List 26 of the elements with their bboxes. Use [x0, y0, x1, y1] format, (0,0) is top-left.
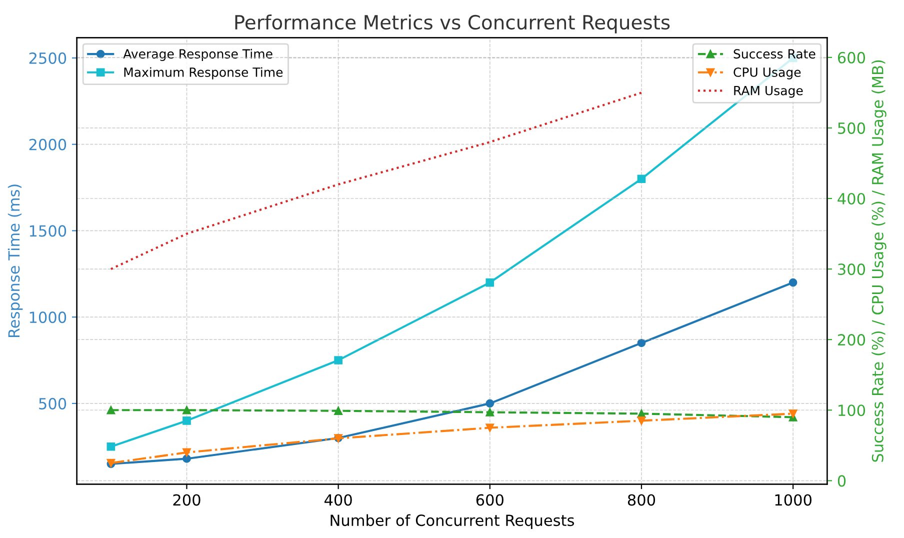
y2-tick-label: 0	[838, 475, 846, 487]
y2-tick-label: 400	[838, 192, 866, 205]
y2-tick-label: 300	[838, 264, 866, 276]
y-tick-label: 2000	[29, 138, 66, 150]
y2-tick-label: 600	[838, 52, 866, 64]
y2-tick-label: 200	[838, 334, 866, 346]
y2-tick-label: 100	[838, 404, 866, 416]
y-tick-label: 1500	[30, 225, 66, 237]
x-axis-title: Number of Concurrent Requests	[330, 514, 574, 530]
x-tick-label: 1000	[775, 494, 812, 506]
legend-label: RAM Usage	[734, 86, 803, 98]
y2-axis-title: Success Rate (%) / CPU Usage (%) / RAM Usage (MB)	[872, 60, 886, 462]
x-tick-label: 600	[476, 494, 504, 506]
chart-title: Performance Metrics vs Concurrent Requests	[235, 14, 670, 34]
legend-label: Average Response Time	[123, 48, 272, 62]
y-axis-title: Response Time (ms)	[8, 184, 23, 338]
y-tick-label: 1000	[30, 312, 66, 324]
x-tick-label: 800	[628, 494, 656, 506]
y-tick-label: 500	[39, 398, 66, 410]
y2-tick-label: 500	[838, 122, 866, 134]
legend-label: CPU Usage	[734, 67, 801, 80]
y-tick-label: 2500	[29, 52, 66, 64]
legend-label: Success Rate	[734, 49, 816, 59]
x-tick-label: 400	[324, 494, 352, 506]
legend-label: Maximum Response Time	[124, 67, 283, 80]
x-tick-label: 200	[173, 494, 200, 506]
